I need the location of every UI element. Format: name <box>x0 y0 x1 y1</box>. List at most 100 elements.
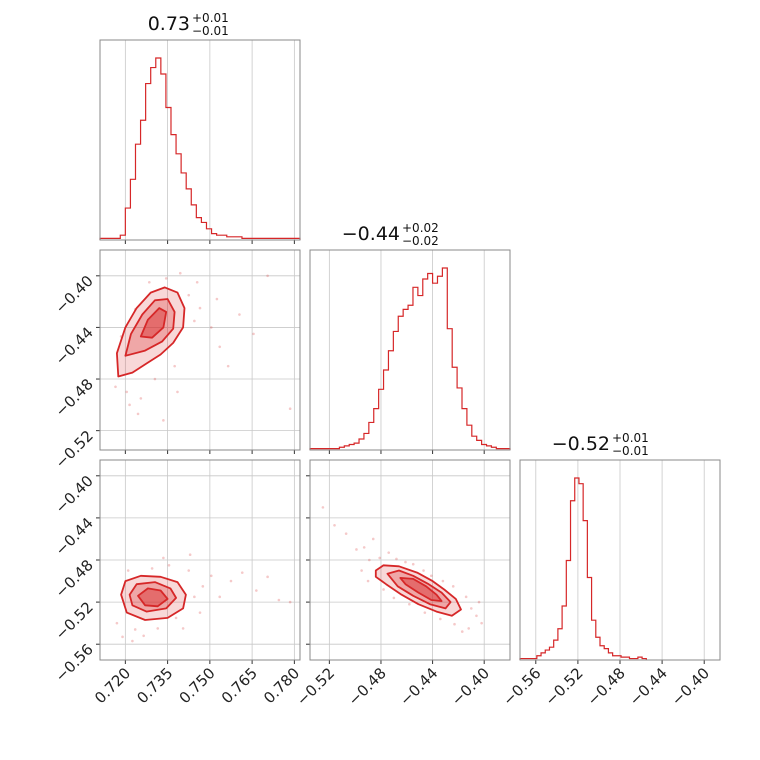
panel-title-err-plus: +0.01 <box>612 431 649 445</box>
x-tick-label: −0.52 <box>293 664 338 709</box>
sample-point <box>321 506 325 509</box>
plot-root: 0.73 +0.01−0.01−0.44 +0.02−0.02−0.56−0.52−… <box>52 11 721 709</box>
sample-point <box>226 364 230 368</box>
sample-point <box>477 600 481 604</box>
sample-point <box>355 548 358 551</box>
sample-point <box>378 556 381 560</box>
sample-point <box>238 313 241 316</box>
histogram-panel-2: −0.44 +0.02−0.02 <box>309 221 511 454</box>
contour-level-2 <box>124 298 176 357</box>
sample-point <box>153 377 157 381</box>
sample-point <box>121 635 124 639</box>
sample-point <box>209 574 213 578</box>
sample-point <box>252 332 255 336</box>
x-tick-label: −0.40 <box>448 664 493 709</box>
contour-level-1 <box>120 574 187 621</box>
sample-point <box>366 579 370 583</box>
x-tick-label: 0.720 <box>91 664 134 707</box>
panel-frame <box>309 459 511 661</box>
sample-point <box>218 345 222 349</box>
y-tick-label: −0.56 <box>52 640 97 685</box>
sample-point <box>266 274 269 278</box>
sample-point <box>136 412 140 416</box>
sample-point <box>387 551 391 554</box>
x-tick-label: −0.52 <box>541 664 586 709</box>
x-tick-label: 0.765 <box>218 664 261 707</box>
sample-point <box>371 537 375 541</box>
panel-title-err-plus: +0.01 <box>192 11 229 25</box>
sample-point <box>423 611 427 614</box>
panel-title-err-plus: +0.02 <box>402 221 439 235</box>
panel-frame <box>99 249 301 451</box>
sample-point <box>198 611 202 614</box>
sample-point <box>133 628 137 631</box>
sample-point <box>114 385 117 389</box>
x-tick-label: 0.750 <box>176 664 219 707</box>
sample-point <box>453 622 456 626</box>
sample-point <box>360 569 363 572</box>
histogram-panel-3: −0.56−0.52−0.48−0.44−0.40−0.52 +0.01−0.01 <box>499 431 721 709</box>
histogram-step <box>309 267 511 450</box>
y-tick-label: −0.44 <box>52 514 97 559</box>
panel-frame <box>99 459 301 661</box>
sample-point <box>215 297 219 301</box>
x-tick-label: −0.48 <box>584 664 629 709</box>
sample-point <box>451 585 455 588</box>
sample-point <box>173 364 176 368</box>
sample-point <box>142 634 145 638</box>
sample-point <box>164 277 168 280</box>
contour-level-2 <box>386 569 452 610</box>
sample-point <box>229 579 233 583</box>
sample-point <box>333 523 336 527</box>
sample-point <box>193 319 196 323</box>
histogram-step <box>99 57 301 240</box>
contour-level-1 <box>374 564 462 617</box>
sample-point <box>201 585 205 588</box>
contour-panel-2-3: −0.52 −0.48 −0.44 −0.40 <box>293 459 511 709</box>
panel-background <box>310 250 510 450</box>
sample-point <box>240 571 244 574</box>
sample-point <box>181 627 185 630</box>
contour-level-2 <box>128 581 178 613</box>
sample-point <box>382 588 385 591</box>
sample-point <box>178 271 182 275</box>
sample-point <box>167 563 171 567</box>
sample-point <box>198 306 202 310</box>
sample-point <box>209 326 213 329</box>
sample-point <box>429 574 433 578</box>
sample-point <box>288 407 292 411</box>
panel-title-err-minus: −0.01 <box>192 24 229 38</box>
sample-point <box>126 569 130 572</box>
histogram-panel-1: 0.73 +0.01−0.01 <box>99 11 301 244</box>
sample-point <box>408 602 411 606</box>
sample-point <box>139 397 143 400</box>
sample-point <box>193 595 196 599</box>
x-tick-label: −0.44 <box>626 664 671 709</box>
sample-point <box>188 553 192 557</box>
x-tick-label: −0.40 <box>668 664 713 709</box>
sample-point <box>125 390 129 394</box>
panel-frame <box>99 39 301 241</box>
y-tick-label: −0.40 <box>52 472 97 517</box>
x-tick-label: 0.735 <box>133 664 176 707</box>
y-tick-label: −0.48 <box>52 375 97 420</box>
sample-point <box>162 419 165 422</box>
sample-point <box>392 596 396 600</box>
sample-point <box>187 569 191 572</box>
sample-point <box>467 627 471 630</box>
histogram-step <box>519 477 647 660</box>
x-tick-label: −0.48 <box>345 664 390 709</box>
sample-point <box>460 630 464 633</box>
sample-point <box>368 558 371 562</box>
sample-point <box>115 621 119 625</box>
panel-title-value: −0.52 <box>552 433 610 455</box>
sample-point <box>422 569 425 572</box>
contour-level-3 <box>139 307 168 339</box>
panel-title-value: 0.73 <box>148 13 190 35</box>
sample-point <box>475 614 478 618</box>
sample-point <box>469 607 473 610</box>
panel-title-value: −0.44 <box>342 223 400 245</box>
sample-point <box>147 280 151 284</box>
contour-level-3 <box>137 587 169 608</box>
